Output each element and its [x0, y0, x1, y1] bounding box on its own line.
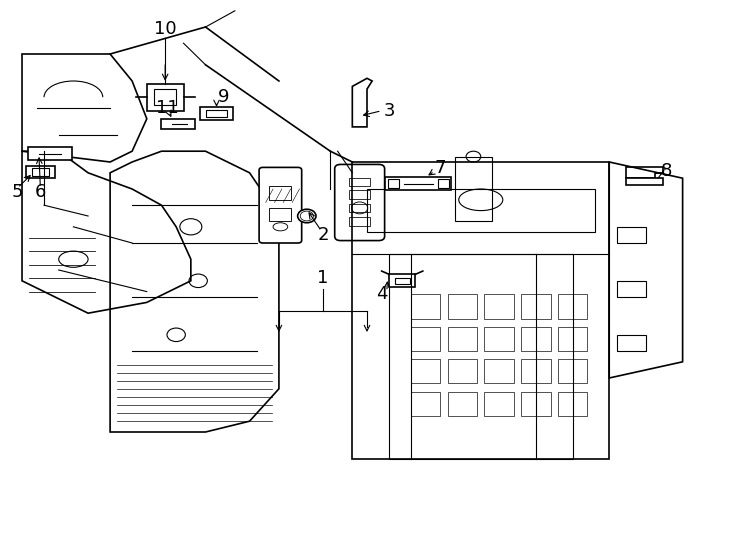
Bar: [521, 327, 550, 351]
Bar: [448, 359, 477, 383]
Ellipse shape: [298, 209, 316, 222]
Bar: [617, 227, 646, 243]
Text: 11: 11: [156, 99, 178, 117]
Bar: [388, 179, 399, 188]
Bar: [269, 186, 291, 200]
Bar: [448, 392, 477, 416]
Bar: [367, 189, 595, 232]
Bar: [411, 359, 440, 383]
Bar: [349, 190, 370, 199]
Bar: [411, 327, 440, 351]
Bar: [484, 392, 514, 416]
Text: 7: 7: [435, 159, 446, 178]
Bar: [200, 107, 233, 120]
Bar: [484, 359, 514, 383]
Text: 8: 8: [661, 162, 672, 180]
Bar: [349, 217, 370, 226]
Bar: [411, 294, 440, 319]
Bar: [521, 359, 550, 383]
Bar: [617, 281, 646, 297]
Bar: [395, 278, 410, 284]
Bar: [558, 359, 587, 383]
Bar: [32, 168, 49, 176]
Text: 1: 1: [317, 269, 329, 287]
Text: 6: 6: [34, 183, 46, 201]
Text: 9: 9: [218, 88, 230, 106]
Text: 5: 5: [12, 183, 23, 201]
Bar: [626, 178, 663, 185]
Bar: [558, 294, 587, 319]
Text: 10: 10: [154, 20, 176, 38]
Bar: [521, 392, 550, 416]
Bar: [349, 204, 370, 212]
Bar: [161, 119, 195, 129]
FancyBboxPatch shape: [259, 167, 302, 243]
Bar: [147, 84, 184, 111]
Bar: [448, 294, 477, 319]
Bar: [438, 179, 449, 188]
Bar: [26, 166, 55, 178]
Text: 3: 3: [383, 102, 395, 120]
Bar: [617, 335, 646, 351]
Bar: [389, 274, 415, 287]
Bar: [154, 89, 176, 105]
Bar: [455, 157, 492, 221]
Bar: [484, 327, 514, 351]
Bar: [448, 327, 477, 351]
Bar: [28, 147, 72, 160]
Bar: [411, 392, 440, 416]
Text: 2: 2: [317, 226, 329, 244]
Bar: [352, 162, 609, 459]
Bar: [484, 294, 514, 319]
Bar: [206, 110, 227, 117]
Bar: [349, 178, 370, 186]
Bar: [269, 208, 291, 221]
Bar: [558, 327, 587, 351]
Bar: [385, 177, 451, 190]
Bar: [389, 254, 573, 459]
Bar: [521, 294, 550, 319]
FancyBboxPatch shape: [335, 164, 385, 241]
Text: 4: 4: [376, 285, 388, 303]
Bar: [558, 392, 587, 416]
